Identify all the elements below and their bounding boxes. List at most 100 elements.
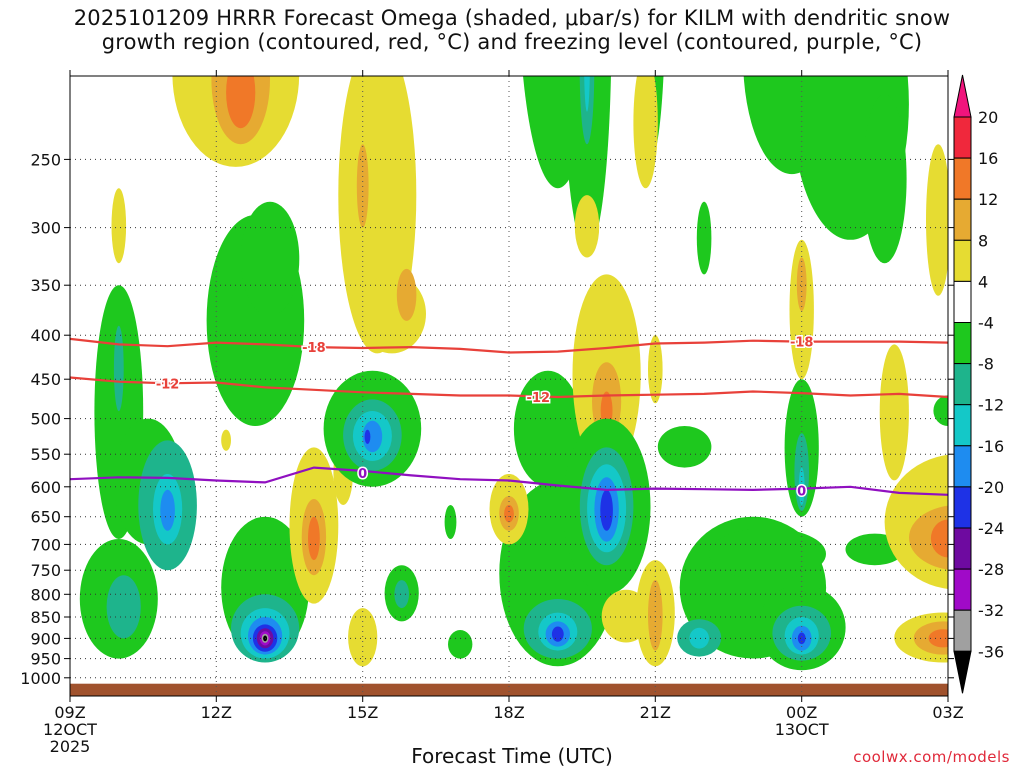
omega-cell-75 [689,627,709,649]
contour-label-1-0: -12 [156,377,180,392]
omega-cell-72 [696,201,712,275]
omega-cell-91 [926,144,948,296]
omega-cell-18 [221,429,232,451]
contour-line-1 [70,376,948,399]
omega-cell-99 [928,629,948,648]
colorbar-label-8: -16 [978,437,1004,456]
y-tick-label-500: 500 [30,410,61,429]
y-tick-label-400: 400 [30,326,61,345]
chart-title: 2025101209 HRRR Forecast Omega (shaded, … [0,6,1024,54]
contour-label-2-0: 0 [358,467,367,482]
omega-cell-14 [113,325,124,412]
colorbar-label-7: -12 [978,396,1004,415]
y-axis: 250 300 350 400 450 500 550 600 650 700 750 800 850 9… [20,150,954,688]
colorbar-label-11: -28 [978,560,1004,579]
contour-label-1-1: -12 [527,391,551,406]
x-tick-label-09Z: 09Z [54,703,85,722]
temperature-contours [70,337,948,496]
omega-cell-39 [348,608,378,667]
y-tick-label-650: 650 [30,508,61,527]
y-tick-label-900: 900 [30,629,61,648]
y-tick-label-450: 450 [30,370,61,389]
y-tick-label-950: 950 [30,650,61,669]
omega-cell-40 [448,630,473,659]
colorbar-box-12 [953,609,972,652]
contour-labels: -18 -18 -12 -12 0 0 [154,334,815,501]
colorbar-box-11 [953,568,972,611]
omega-cell-58 [574,195,600,258]
y-tick-label-250: 250 [30,150,61,169]
y-tick-label-300: 300 [30,219,61,238]
y-tick-label-750: 750 [30,561,61,580]
omega-cell-57 [648,335,663,404]
colorbar-box-1 [953,157,972,200]
ground-fill [70,683,948,696]
colorbar-label-13: -36 [978,642,1004,661]
colorbar-label-10: -24 [978,519,1004,538]
omega-shading [79,76,948,671]
omega-cell-5 [240,201,300,316]
omega-cell-8 [356,144,369,228]
omega-cell-38 [394,580,410,609]
colorbar-box-5 [953,322,972,365]
colorbar-box-4 [953,280,972,323]
colorbar-label-9: -20 [978,478,1004,497]
omega-cell-17 [160,489,175,531]
omega-cell-46 [551,626,564,642]
omega-cell-90 [862,94,907,264]
contour-label-2-1: 0 [797,485,806,500]
omega-cell-87 [796,257,807,312]
omega-cell-30 [308,516,320,561]
omega-cell-64 [600,489,613,531]
x-tick-label-18Z: 18Z [493,703,524,722]
colorbar-box-3 [953,239,972,282]
contour-label-0-1: -18 [790,336,814,351]
omega-cell-53 [633,76,658,189]
colorbar-box-9 [953,486,972,529]
colorbar-label-6: -8 [978,355,994,374]
colorbar-label-3: 8 [978,231,988,250]
omega-cell-96 [930,519,948,558]
colorbar-box-6 [953,363,972,406]
y-tick-label-350: 350 [30,276,61,295]
credit-link[interactable]: coolwx.com/models [853,748,1010,766]
x-tick-date-00Z: 13OCT [775,720,829,739]
x-tick-date-09Z: 12OCT [43,720,97,739]
colorbar-box-7 [953,404,972,447]
omega-cell-9 [396,268,417,321]
chart-title-line-1: 2025101209 HRRR Forecast Omega (shaded, … [73,6,951,30]
y-tick-label-550: 550 [30,445,61,464]
omega-cell-70 [648,580,663,651]
colorbar-label-5: -4 [978,314,994,333]
omega-cell-2 [226,76,256,129]
omega-cell-35 [362,420,383,453]
colorbar-box-2 [953,198,972,241]
x-tick-label-00Z: 00Z [786,703,817,722]
y-tick-label-850: 850 [30,608,61,627]
colorbar-label-12: -32 [978,601,1004,620]
contour-label-0-0: -18 [302,341,326,356]
ground-layer [70,683,948,696]
omega-cell-49 [563,76,611,252]
omega-cell-67 [504,505,514,523]
omega-cell-41 [444,505,457,539]
omega-cell-92 [879,344,909,481]
omega-cell-51 [584,76,590,112]
y-tick-label-1000: 1000 [20,669,61,688]
x-tick-label-21Z: 21Z [640,703,671,722]
colorbar-arrow-top [953,74,972,118]
colorbar-box-8 [953,445,972,488]
y-tick-label-800: 800 [30,585,61,604]
x-tick-year-09Z: 2025 [50,737,91,756]
omega-cell-82 [709,528,826,580]
colorbar-label-0: 20 [978,108,998,127]
chart-title-line-2: growth region (contoured, red, °C) and f… [101,30,923,54]
colorbar-box-0 [953,116,972,159]
omega-cell-3 [111,188,127,264]
omega-cell-80 [797,632,806,645]
omega-cell-36 [364,429,371,444]
colorbar-label-2: 12 [978,190,998,209]
colorbar-arrow-bottom [953,650,972,694]
omega-cell-13 [106,575,141,639]
